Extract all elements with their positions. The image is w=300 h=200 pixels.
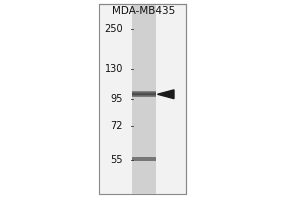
- Bar: [132, 96, 156, 97]
- Bar: [132, 4, 156, 194]
- Bar: [132, 92, 156, 93]
- Text: 130: 130: [105, 64, 123, 74]
- Text: MDA-MB435: MDA-MB435: [112, 6, 176, 16]
- Bar: [132, 94, 156, 95]
- Bar: [99, 4, 186, 194]
- Bar: [132, 93, 156, 94]
- Bar: [132, 91, 156, 92]
- Bar: [132, 95, 156, 96]
- Text: 95: 95: [111, 94, 123, 104]
- Bar: [132, 157, 156, 161]
- Text: 55: 55: [110, 155, 123, 165]
- Text: 250: 250: [104, 24, 123, 34]
- Polygon shape: [158, 90, 174, 99]
- Text: 72: 72: [110, 121, 123, 131]
